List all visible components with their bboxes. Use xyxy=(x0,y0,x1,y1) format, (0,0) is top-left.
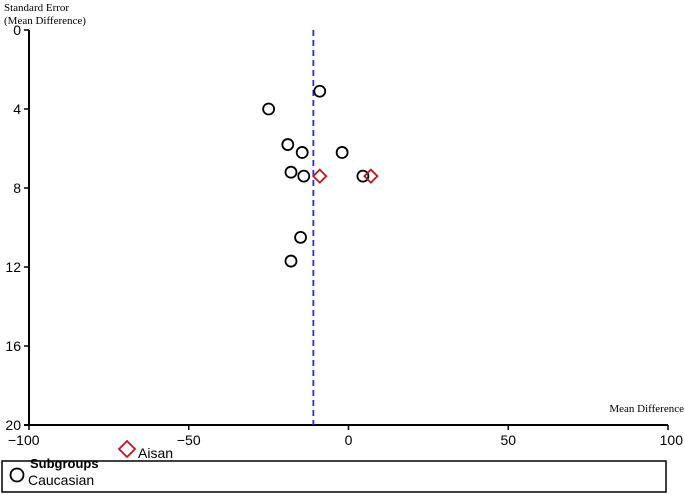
point-caucasian xyxy=(313,84,327,98)
x-tick-label: 100 xyxy=(660,432,684,448)
x-tick-label: 0 xyxy=(345,432,353,448)
x-tick-label: 50 xyxy=(500,432,516,448)
y-tick-label: 20 xyxy=(5,417,21,433)
point-aisan xyxy=(311,168,328,184)
legend-circle-marker xyxy=(9,467,25,483)
legend-diamond-marker xyxy=(117,439,137,459)
point-caucasian xyxy=(294,230,307,244)
point-caucasian xyxy=(297,169,311,183)
point-caucasian xyxy=(335,146,349,159)
point-caucasian xyxy=(262,102,276,116)
legend-label-aisan: Aisan xyxy=(138,445,173,461)
y-tick-label: 4 xyxy=(13,101,21,117)
point-caucasian xyxy=(284,254,298,268)
y-axis-title-line1: Standard Error xyxy=(4,2,69,14)
point-caucasian xyxy=(356,169,370,183)
point-caucasian xyxy=(295,146,309,159)
point-caucasian xyxy=(284,165,298,179)
y-tick-label: 16 xyxy=(5,338,21,354)
legend-label-caucasian: Caucasian xyxy=(28,472,94,488)
legend-box xyxy=(1,460,667,493)
y-axis-title-line2: (Mean Difference) xyxy=(4,15,86,27)
point-aisan xyxy=(363,168,379,184)
point-caucasian xyxy=(281,138,295,151)
x-tick-label: −100 xyxy=(8,432,40,448)
y-tick-label: 12 xyxy=(5,259,21,275)
legend: Subgroups Caucasian Aisan xyxy=(1,439,667,493)
x-axis-title: Mean Difference xyxy=(609,403,684,415)
y-tick-label: 8 xyxy=(13,180,21,196)
legend-title: Subgroups xyxy=(30,456,99,471)
y-tick-label: 0 xyxy=(13,22,21,38)
x-tick-label: −50 xyxy=(177,432,201,448)
